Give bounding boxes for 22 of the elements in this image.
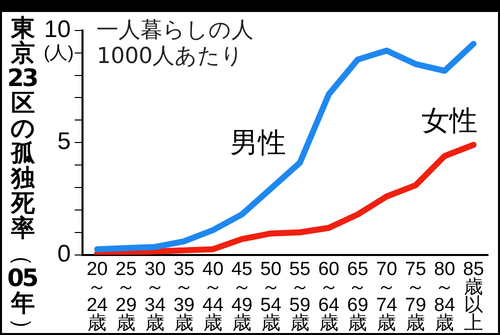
x-tick-label: 50～54歳	[260, 259, 282, 334]
annotation: 一人暮らしの人 1000人あたり	[96, 18, 254, 70]
text: (人)	[44, 42, 74, 62]
x-tick-label: 30～34歳	[144, 259, 166, 334]
x-tick-label: 40～44歳	[202, 259, 224, 334]
x-tick-label: 80～84歳	[434, 259, 456, 334]
x-tick-label: 65～69歳	[347, 259, 368, 334]
x-tick-label: 20～24歳	[86, 259, 108, 334]
x-tick-label: 25～29歳	[116, 259, 137, 334]
series-label: 男性	[230, 126, 286, 160]
y-tick-label: 5	[57, 128, 71, 156]
x-tick-label: 70～74歳	[376, 259, 398, 334]
text: 東京23区の孤独死率（05年）	[7, 14, 37, 335]
y-tick-label: 0	[57, 240, 71, 268]
x-tick-label: 45～49歳	[231, 259, 252, 334]
x-tick-label: 75～79歳	[405, 259, 426, 334]
series-label: 女性	[422, 104, 478, 138]
x-tick-label: 35～39歳	[173, 259, 195, 334]
x-tick-label: 85歳以上	[462, 259, 484, 334]
x-tick-label: 55～59歳	[289, 259, 310, 334]
y-tick-label: 10	[44, 16, 71, 44]
x-tick-label: 60～64歳	[318, 259, 340, 334]
